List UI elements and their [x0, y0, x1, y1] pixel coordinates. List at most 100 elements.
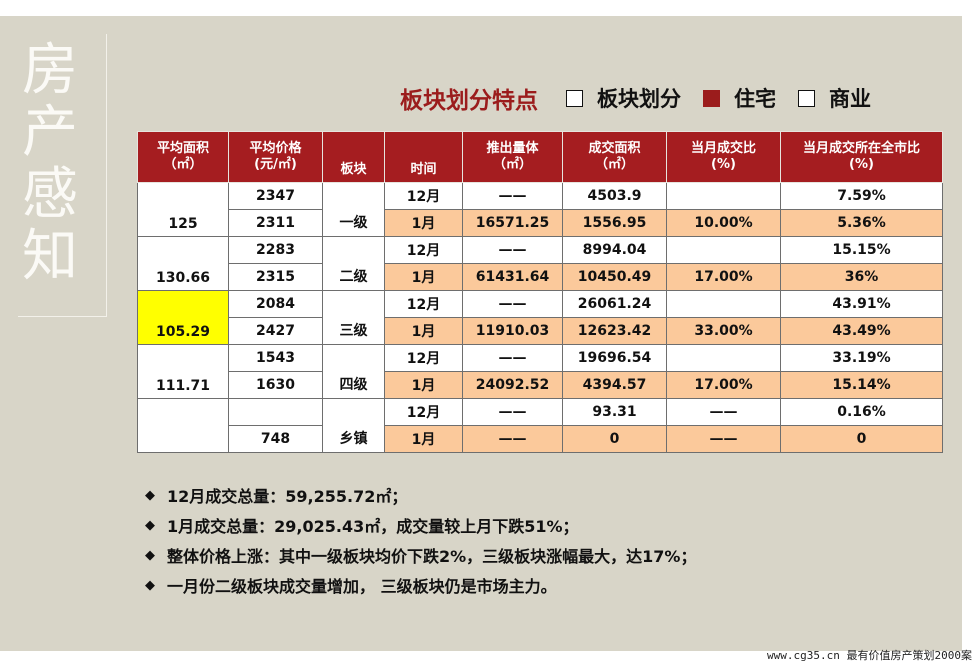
cell-avg-area-highlight: 105.29: [137, 290, 229, 345]
cell-supply: ——: [462, 398, 563, 426]
cell-deal-area: 4394.57: [562, 371, 667, 399]
cell-month-ratio: ——: [666, 398, 781, 426]
header-city-ratio: 当月成交所在全市比 (%): [780, 131, 943, 183]
header-time: 时间: [384, 131, 463, 183]
cell-price: 2427: [228, 317, 323, 345]
cell-block: 三级: [322, 290, 385, 345]
cell-block: 乡镇: [322, 398, 385, 453]
table-row: 1630 1月 24092.52 4394.57 17.00% 15.14%: [138, 371, 943, 399]
slide-header: 板块划分特点 板块划分 住宅 商业: [400, 78, 893, 118]
cell-price: 2283: [228, 236, 323, 264]
block-data-table: 平均面积 （㎡） 平均价格 (元/㎡) 板块 时间 推出量体 （㎡） 成交面积 （㎡） …: [137, 131, 943, 453]
cell-price: 2347: [228, 182, 323, 210]
diamond-bullet-icon: ◆: [145, 577, 155, 593]
sidebar-title: 房 产 感 知: [22, 40, 86, 288]
table-row: 748 1月 —— 0 —— 0: [138, 425, 943, 453]
legend-item-residential: 住宅: [703, 83, 776, 113]
diamond-bullet-icon: ◆: [145, 547, 155, 563]
cell-supply: ——: [462, 290, 563, 318]
cell-city-ratio: 43.91%: [780, 290, 943, 318]
cell-city-ratio: 33.19%: [780, 344, 943, 372]
table-row: 125 2347 一级 12月 —— 4503.9 7.59%: [137, 182, 943, 237]
table-header-row: 平均面积 （㎡） 平均价格 (元/㎡) 板块 时间 推出量体 （㎡） 成交面积 （㎡） …: [137, 131, 943, 183]
cell-month-ratio: ——: [666, 425, 781, 453]
cell-month-ratio: [666, 344, 781, 372]
sidebar-frame: [18, 34, 107, 317]
bullet-text: 整体价格上涨：其中一级板块均价下跌2%，三级板块涨幅最大，达17%；: [167, 547, 697, 566]
cell-price: 2084: [228, 290, 323, 318]
sidebar-title-char: 产: [22, 100, 78, 165]
cell-supply: ——: [462, 182, 563, 210]
cell-deal-area: 93.31: [562, 398, 667, 426]
cell-time: 12月: [384, 182, 463, 210]
cell-city-ratio: 0: [780, 425, 943, 453]
table-row: 乡镇 12月 —— 93.31 —— 0.16%: [137, 398, 943, 453]
cell-avg-area: 125: [137, 182, 229, 237]
legend-item-commercial: 商业: [798, 83, 871, 113]
bullet-text: 一月份二级板块成交量增加， 三级板块仍是市场主力。: [167, 577, 557, 596]
cell-price: 2311: [228, 209, 323, 237]
header-block: 板块: [322, 131, 385, 183]
header-avg-price: 平均价格 (元/㎡): [228, 131, 323, 183]
cell-time: 1月: [384, 425, 463, 453]
legend-label: 板块划分: [597, 87, 681, 111]
cell-deal-area: 12623.42: [562, 317, 667, 345]
cell-deal-area: 26061.24: [562, 290, 667, 318]
cell-month-ratio: 33.00%: [666, 317, 781, 345]
cell-deal-area: 4503.9: [562, 182, 667, 210]
cell-time: 12月: [384, 398, 463, 426]
slide-title: 板块划分特点: [400, 88, 538, 114]
table-row: 2427 1月 11910.03 12623.42 33.00% 43.49%: [138, 317, 943, 345]
cell-month-ratio: [666, 182, 781, 210]
cell-supply: ——: [462, 236, 563, 264]
cell-supply: ——: [462, 425, 563, 453]
cell-deal-area: 19696.54: [562, 344, 667, 372]
cell-supply: ——: [462, 344, 563, 372]
cell-price: [228, 398, 323, 426]
header-month-ratio: 当月成交比 (%): [666, 131, 781, 183]
bullet-text: 12月成交总量：59,255.72㎡；: [167, 487, 408, 506]
cell-time: 12月: [384, 344, 463, 372]
header-supply: 推出量体 （㎡）: [462, 131, 563, 183]
cell-month-ratio: 17.00%: [666, 263, 781, 291]
cell-city-ratio: 15.15%: [780, 236, 943, 264]
footer-watermark: www.cg35.cn 最有价值房产策划2000案: [767, 649, 972, 662]
legend-swatch-empty: [566, 89, 583, 107]
sidebar-title-char: 知: [22, 224, 78, 289]
cell-deal-area: 8994.04: [562, 236, 667, 264]
cell-supply: 61431.64: [462, 263, 563, 291]
header-avg-area: 平均面积 （㎡）: [137, 131, 229, 183]
cell-month-ratio: 10.00%: [666, 209, 781, 237]
cell-city-ratio: 5.36%: [780, 209, 943, 237]
cell-block: 二级: [322, 236, 385, 291]
diamond-bullet-icon: ◆: [145, 487, 155, 503]
cell-price: 1543: [228, 344, 323, 372]
bullet-item: ◆ 整体价格上涨：其中一级板块均价下跌2%，三级板块涨幅最大，达17%；: [145, 540, 696, 570]
cell-time: 1月: [384, 263, 463, 291]
cell-deal-area: 10450.49: [562, 263, 667, 291]
bullet-text: 1月成交总量：29,025.43㎡，成交量较上月下跌51%；: [167, 517, 579, 536]
cell-price: 2315: [228, 263, 323, 291]
cell-city-ratio: 7.59%: [780, 182, 943, 210]
table-row: 105.29 2084 三级 12月 —— 26061.24 43.91%: [137, 290, 943, 345]
cell-block: 四级: [322, 344, 385, 399]
cell-price: 748: [228, 425, 323, 453]
summary-bullets: ◆ 12月成交总量：59,255.72㎡； ◆ 1月成交总量：29,025.43…: [145, 480, 696, 600]
legend-label: 商业: [829, 87, 871, 111]
legend-label: 住宅: [734, 87, 776, 111]
cell-price: 1630: [228, 371, 323, 399]
cell-time: 12月: [384, 236, 463, 264]
cell-avg-area: [137, 398, 229, 453]
bullet-item: ◆ 1月成交总量：29,025.43㎡，成交量较上月下跌51%；: [145, 510, 696, 540]
cell-month-ratio: [666, 290, 781, 318]
cell-time: 12月: [384, 290, 463, 318]
table-row: 2315 1月 61431.64 10450.49 17.00% 36%: [138, 263, 943, 291]
cell-avg-area: 130.66: [137, 236, 229, 291]
cell-city-ratio: 36%: [780, 263, 943, 291]
table-row: 111.71 1543 四级 12月 —— 19696.54 33.19%: [137, 344, 943, 399]
legend-swatch-filled: [703, 89, 720, 107]
cell-supply: 24092.52: [462, 371, 563, 399]
cell-supply: 16571.25: [462, 209, 563, 237]
bullet-item: ◆ 一月份二级板块成交量增加， 三级板块仍是市场主力。: [145, 570, 696, 600]
diamond-bullet-icon: ◆: [145, 517, 155, 533]
